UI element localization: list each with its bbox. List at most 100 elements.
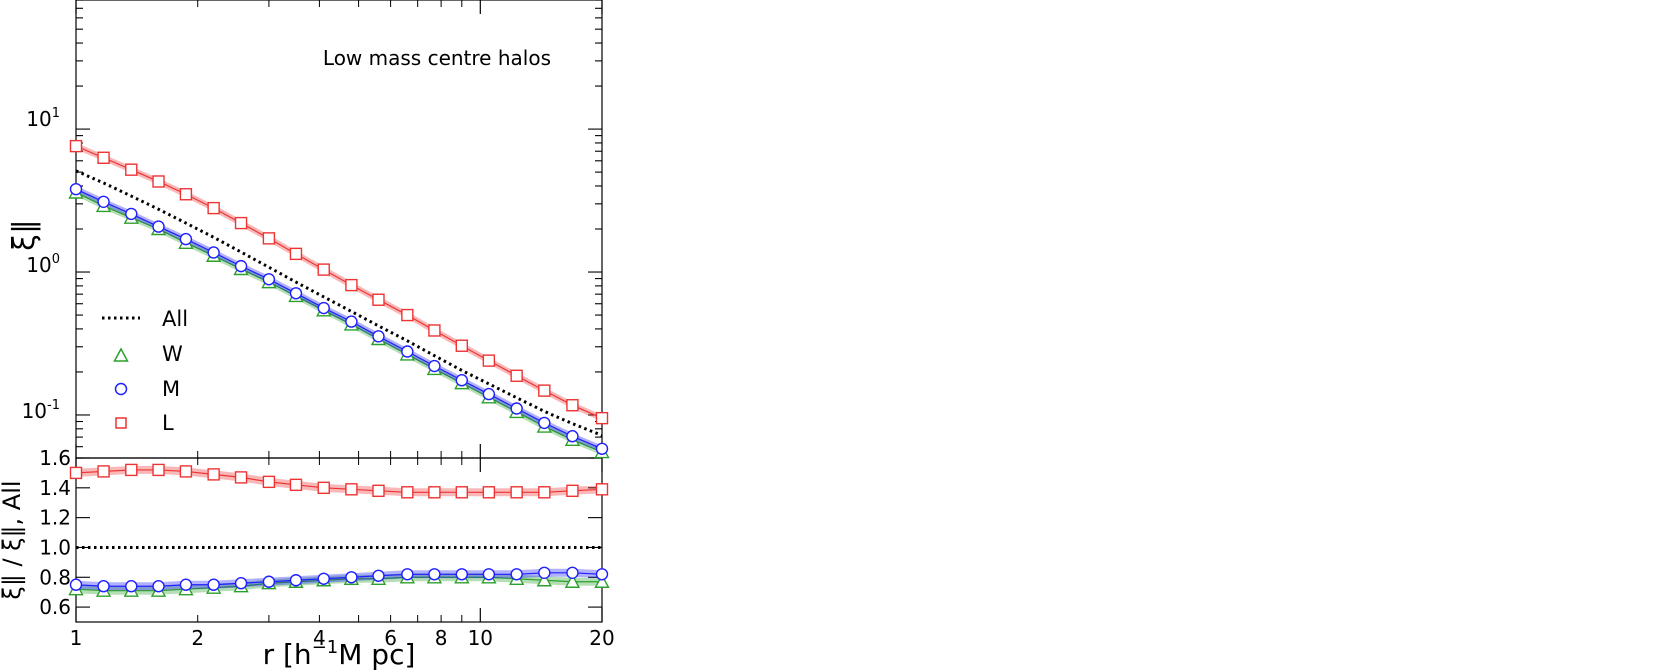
data-point-circle [428,568,441,581]
lower-ylabel: ξ∥ / ξ∥, All [0,480,26,599]
data-point-square [372,293,385,306]
data-point-circle [482,387,496,401]
data-point-square [125,163,138,176]
data-point-square [510,369,523,382]
data-point-circle [455,568,468,581]
data-point-circle [152,220,165,233]
upper-ytick-label-1e-1: 10-1 [22,398,60,423]
x-tick-label: 10 [468,626,493,650]
data-point-square [179,188,193,201]
data-point-square [538,486,551,499]
data-point-circle [482,568,496,581]
data-point-square [566,399,579,412]
data-point-square [234,216,248,230]
lower-axis-ticks: 0.6 0.8 1.0 1.2 1.4 1.6 1 2 4 6 8 10 20 [39,446,615,650]
data-point-circle [428,359,441,373]
data-point-square [455,486,468,499]
x-tick-label: 8 [435,626,448,650]
legend-label-m: M [162,377,180,401]
data-point-circle [125,580,138,593]
x-tick-label: 20 [589,626,614,650]
upper-series-group [68,139,610,459]
data-point-circle [345,315,358,328]
data-point-square [262,232,276,245]
data-point-circle [262,273,276,286]
legend-l-marker [115,417,127,429]
data-point-square [152,463,165,477]
data-point-square [69,466,83,480]
legend-w-marker [113,347,129,362]
data-point-circle [125,207,138,221]
data-point-square [207,201,220,215]
data-point-square [401,486,414,499]
lower-ytick-label: 1.2 [39,506,71,530]
data-point-square [69,139,83,153]
lower-panel-frame [75,457,603,623]
data-point-circle [510,568,523,581]
data-point-triangle [594,573,610,588]
x-tick-label: 1 [70,626,83,650]
legend-label-l: L [162,411,174,435]
data-point-square [289,247,303,261]
data-point-circle [372,569,385,582]
lower-ytick-label: 0.8 [39,565,71,589]
data-point-square [595,411,609,425]
data-point-square [317,263,330,276]
data-point-square [317,481,330,495]
data-point-square [125,463,138,477]
data-point-square [455,339,468,352]
data-point-circle [152,580,165,593]
data-point-circle [317,572,330,585]
data-point-square [566,484,579,497]
upper-ytick-label-1e0: 100 [26,252,60,277]
data-point-square [428,324,441,337]
data-point-square [179,465,193,478]
data-point-square [595,483,609,496]
data-point-circle [595,568,609,581]
data-point-triangle [536,572,552,587]
data-point-square [345,483,358,496]
data-point-circle [69,578,83,591]
data-point-square [510,486,523,499]
data-point-square [401,308,414,322]
lower-ytick-label: 1.4 [39,476,71,500]
data-point-circle [97,195,110,208]
x-tick-label: 2 [191,626,204,650]
data-point-circle [595,442,609,455]
data-point-circle [262,575,276,588]
data-point-square [372,484,385,497]
series-line-all [75,169,603,437]
data-point-circle [207,578,220,591]
data-point-circle [401,568,414,581]
data-point-circle [372,330,385,343]
data-point-square [97,151,110,164]
data-point-square [428,486,441,499]
data-point-square [152,175,165,188]
data-point-circle [317,301,330,315]
lower-series-group [68,463,610,597]
data-point-square [289,478,303,492]
data-point-circle [538,566,551,579]
data-point-circle [566,566,579,579]
data-point-square [482,486,496,499]
data-point-square [207,468,220,481]
data-point-square [234,471,248,484]
data-point-circle [289,287,303,300]
data-point-square [262,475,276,489]
upper-ytick-label-1e1: 101 [26,106,60,131]
data-point-square [345,278,358,292]
legend: All W M L [102,307,188,435]
data-point-circle [345,571,358,584]
data-point-square [97,465,110,478]
data-point-circle [234,259,248,273]
x-tick-label: 4 [313,626,326,650]
data-point-circle [234,577,248,590]
lower-ytick-label: 1.6 [39,446,71,470]
data-point-circle [179,578,193,591]
legend-label-w: W [162,342,183,366]
data-point-circle [401,345,414,358]
data-point-square [482,354,496,367]
legend-label-all: All [162,307,188,331]
data-point-circle [289,574,303,587]
